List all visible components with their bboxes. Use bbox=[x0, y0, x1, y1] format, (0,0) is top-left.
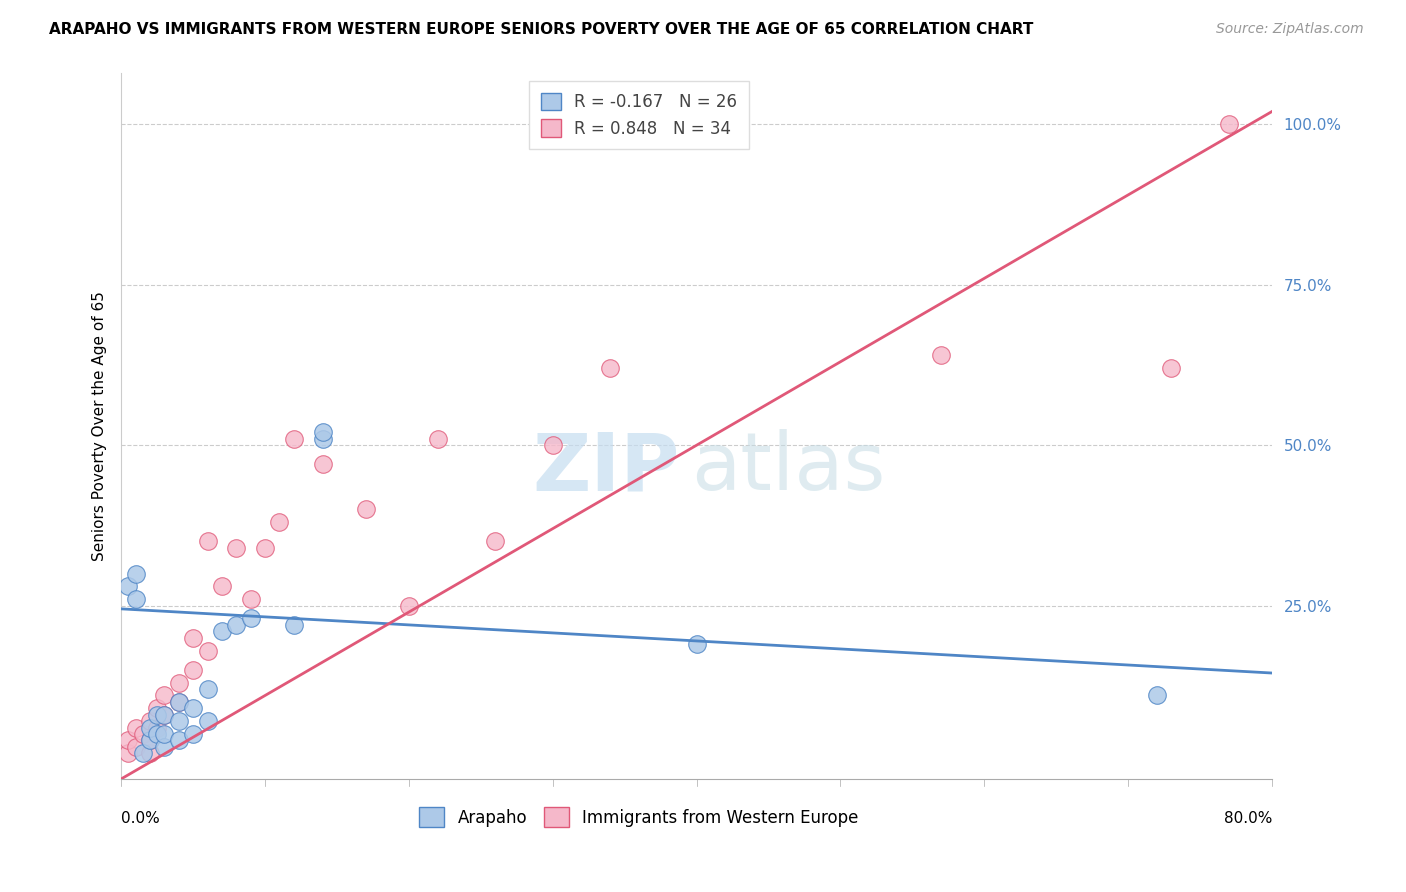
Point bbox=[269, 515, 291, 529]
Point bbox=[197, 643, 219, 657]
Point bbox=[599, 361, 621, 376]
Point bbox=[167, 733, 190, 747]
Point bbox=[398, 599, 420, 613]
Point bbox=[167, 695, 190, 709]
Point bbox=[197, 682, 219, 697]
Point bbox=[146, 707, 169, 722]
Point bbox=[167, 695, 190, 709]
Point bbox=[311, 432, 333, 446]
Point bbox=[117, 579, 139, 593]
Point bbox=[139, 714, 162, 728]
Text: Source: ZipAtlas.com: Source: ZipAtlas.com bbox=[1216, 22, 1364, 37]
Point bbox=[153, 707, 176, 722]
Point bbox=[311, 425, 333, 440]
Point bbox=[211, 624, 233, 639]
Point bbox=[153, 739, 176, 754]
Point bbox=[146, 701, 169, 715]
Point bbox=[283, 618, 305, 632]
Point bbox=[181, 701, 204, 715]
Text: atlas: atlas bbox=[690, 429, 886, 508]
Point bbox=[124, 739, 146, 754]
Point bbox=[181, 631, 204, 645]
Legend: Arapaho, Immigrants from Western Europe: Arapaho, Immigrants from Western Europe bbox=[413, 800, 866, 834]
Point bbox=[211, 579, 233, 593]
Point bbox=[124, 592, 146, 607]
Point bbox=[426, 432, 449, 446]
Point bbox=[167, 714, 190, 728]
Point bbox=[225, 618, 247, 632]
Point bbox=[197, 534, 219, 549]
Point bbox=[197, 714, 219, 728]
Text: ARAPAHO VS IMMIGRANTS FROM WESTERN EUROPE SENIORS POVERTY OVER THE AGE OF 65 COR: ARAPAHO VS IMMIGRANTS FROM WESTERN EUROP… bbox=[49, 22, 1033, 37]
Point bbox=[117, 746, 139, 760]
Point bbox=[484, 534, 506, 549]
Point bbox=[117, 733, 139, 747]
Point bbox=[153, 707, 176, 722]
Point bbox=[239, 592, 262, 607]
Point bbox=[283, 432, 305, 446]
Point bbox=[139, 721, 162, 735]
Point bbox=[311, 458, 333, 472]
Point bbox=[1146, 689, 1168, 703]
Y-axis label: Seniors Poverty Over the Age of 65: Seniors Poverty Over the Age of 65 bbox=[93, 291, 107, 561]
Point bbox=[239, 611, 262, 625]
Text: 0.0%: 0.0% bbox=[121, 811, 160, 826]
Point bbox=[146, 727, 169, 741]
Point bbox=[541, 438, 564, 452]
Point bbox=[225, 541, 247, 555]
Point bbox=[132, 746, 155, 760]
Point bbox=[354, 502, 377, 516]
Point bbox=[124, 721, 146, 735]
Point bbox=[153, 727, 176, 741]
Point bbox=[1160, 361, 1182, 376]
Point bbox=[146, 721, 169, 735]
Text: 80.0%: 80.0% bbox=[1223, 811, 1272, 826]
Point bbox=[139, 733, 162, 747]
Point bbox=[139, 733, 162, 747]
Point bbox=[181, 727, 204, 741]
Point bbox=[132, 727, 155, 741]
Text: ZIP: ZIP bbox=[531, 429, 679, 508]
Point bbox=[1218, 117, 1240, 131]
Point bbox=[929, 348, 952, 362]
Point bbox=[254, 541, 277, 555]
Point bbox=[153, 689, 176, 703]
Point bbox=[181, 663, 204, 677]
Point bbox=[124, 566, 146, 581]
Point bbox=[685, 637, 707, 651]
Point bbox=[139, 746, 162, 760]
Point bbox=[167, 675, 190, 690]
